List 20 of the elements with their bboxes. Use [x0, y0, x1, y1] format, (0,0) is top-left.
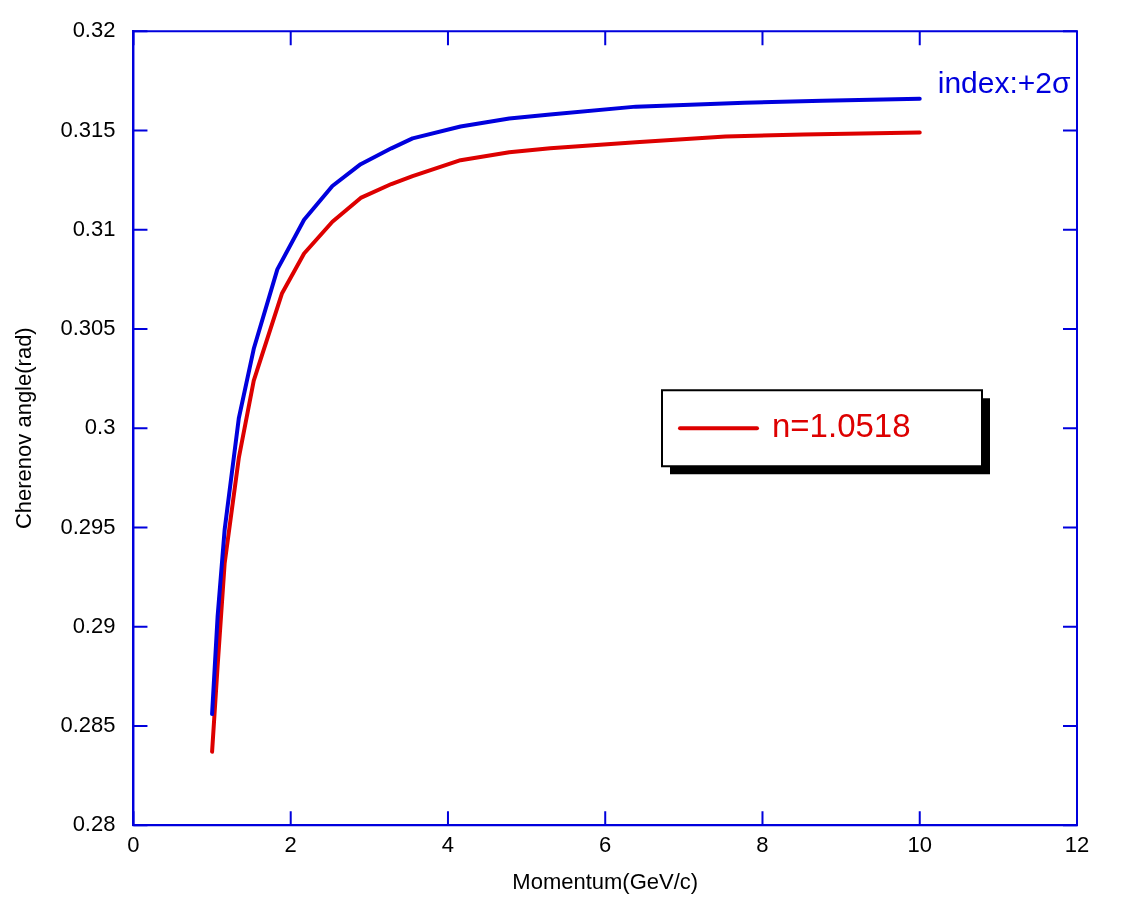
x-tick-label: 10	[907, 832, 932, 858]
y-tick-label: 0.305	[60, 315, 116, 341]
y-tick-label: 0.315	[60, 116, 116, 142]
x-axis-title: Momentum(GeV/c)	[512, 868, 699, 894]
y-tick-label: 0.29	[72, 612, 116, 638]
x-tick-label: 12	[1064, 832, 1090, 858]
y-tick-label: 0.31	[72, 215, 116, 241]
x-tick-label: 4	[441, 832, 455, 858]
y-tick-label: 0.295	[60, 513, 116, 539]
x-tick-label: 0	[127, 832, 140, 858]
legend-label: n=1.0518	[772, 407, 911, 445]
y-tick-label: 0.285	[60, 712, 116, 738]
x-tick-label: 2	[284, 832, 297, 858]
x-tick-label: 6	[599, 832, 612, 858]
y-tick-label: 0.32	[72, 17, 116, 43]
y-tick-label: 0.3	[84, 414, 116, 440]
y-axis-title: Cherenov angle(rad)	[11, 327, 37, 530]
y-tick-label: 0.28	[72, 811, 116, 837]
annotation: index:+2σ	[937, 65, 1071, 99]
x-tick-label: 8	[756, 832, 769, 858]
